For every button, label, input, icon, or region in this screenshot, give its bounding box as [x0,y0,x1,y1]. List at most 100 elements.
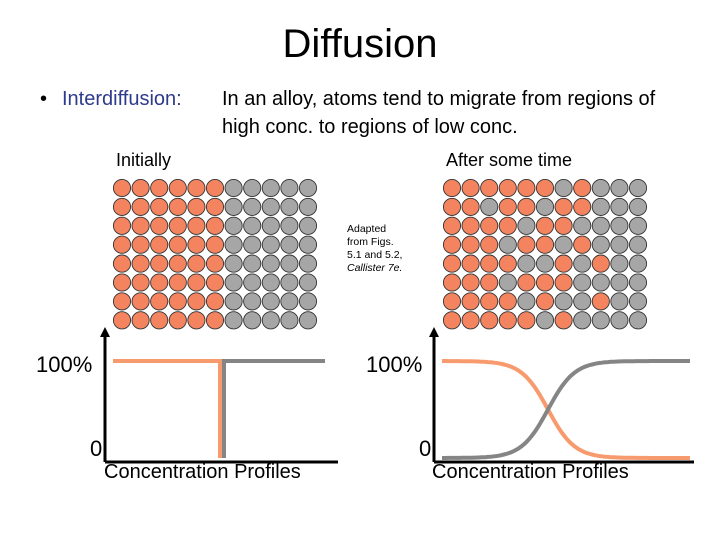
gray-atom [628,216,648,235]
orange-atom [205,197,225,216]
gray-atom [628,311,648,330]
orange-atom [112,292,132,311]
bullet-text-line-1: In an alloy, atoms tend to migrate from … [222,88,656,110]
orange-atom [535,216,555,235]
initial-x-label: Concentration Profiles [104,461,301,483]
credit-line-2: from Figs. [347,236,394,248]
gray-atom [610,197,629,216]
orange-atom [187,197,206,216]
gray-atom [628,235,648,254]
orange-atom [112,197,132,216]
orange-atom [442,197,462,216]
gray-atom [628,292,648,311]
orange-atom [554,273,573,292]
orange-atom [150,216,169,235]
initial-profile-chart: 100% 0 Concentration Profiles [36,327,338,483]
gray-atom [610,235,629,254]
orange-atom [461,273,480,292]
orange-atom [150,311,169,330]
gray-atom [261,254,280,273]
gray-atom [554,235,573,254]
gray-atom [224,311,243,330]
initial-orange-profile [113,359,222,458]
orange-atom [205,273,225,292]
gray-atom [280,216,299,235]
gray-atom [261,292,280,311]
orange-atom [187,273,206,292]
gray-atom [224,216,243,235]
gray-atom [298,292,318,311]
after-y-bottom-label: 0 [419,436,431,461]
orange-atom [131,311,150,330]
initial-gray-profile [222,359,325,458]
initial-atom-grid [112,178,318,330]
orange-atom [535,235,555,254]
after-orange-profile [442,359,690,460]
orange-atom [498,178,517,198]
gray-atom [573,311,592,330]
orange-atom [112,178,132,198]
orange-atom [517,197,536,216]
gray-atom [261,273,280,292]
orange-atom [573,235,592,254]
gray-atom [224,273,243,292]
orange-atom [591,254,610,273]
orange-atom [168,273,187,292]
gray-atom [554,178,573,198]
orange-atom [442,178,462,198]
orange-atom [498,254,517,273]
gray-atom [224,292,243,311]
gray-atom [535,254,555,273]
gray-atom [573,292,592,311]
credit-line-3: 5.1 and 5.2, [347,249,403,261]
orange-atom [168,254,187,273]
gray-atom [280,311,299,330]
orange-atom [442,273,462,292]
gray-atom [298,273,318,292]
gray-atom [573,254,592,273]
orange-atom [150,197,169,216]
gray-atom [498,235,517,254]
orange-atom [187,292,206,311]
bullet-term: Interdiffusion: [62,88,182,110]
orange-atom [205,178,225,198]
gray-atom [243,235,262,254]
orange-atom [517,273,536,292]
orange-atom [187,254,206,273]
gray-atom [591,216,610,235]
orange-atom [205,216,225,235]
gray-atom [243,197,262,216]
orange-atom [442,235,462,254]
orange-atom [517,311,536,330]
slide-title: Diffusion [282,22,438,66]
after-gray-profile [442,359,690,460]
orange-atom [535,273,555,292]
orange-atom [498,311,517,330]
gray-atom [573,216,592,235]
gray-atom [480,197,499,216]
gray-atom [224,235,243,254]
orange-atom [442,216,462,235]
after-y-top-label: 100% [366,352,422,377]
gray-atom [498,273,517,292]
orange-atom [150,254,169,273]
orange-atom [150,235,169,254]
orange-atom [554,197,573,216]
figure-credit: Adapted from Figs. 5.1 and 5.2, Calliste… [347,223,402,275]
orange-atom [131,197,150,216]
gray-atom [591,197,610,216]
gray-atom [280,235,299,254]
orange-atom [112,216,132,235]
orange-atom [554,216,573,235]
gray-atom [243,273,262,292]
gray-atom [261,178,280,198]
gray-atom [298,311,318,330]
gray-atom [243,311,262,330]
after-x-label: Concentration Profiles [432,461,629,483]
orange-atom [168,235,187,254]
credit-line-1: Adapted [347,223,387,235]
orange-atom [461,292,480,311]
gray-atom [517,216,536,235]
gray-atom [243,216,262,235]
